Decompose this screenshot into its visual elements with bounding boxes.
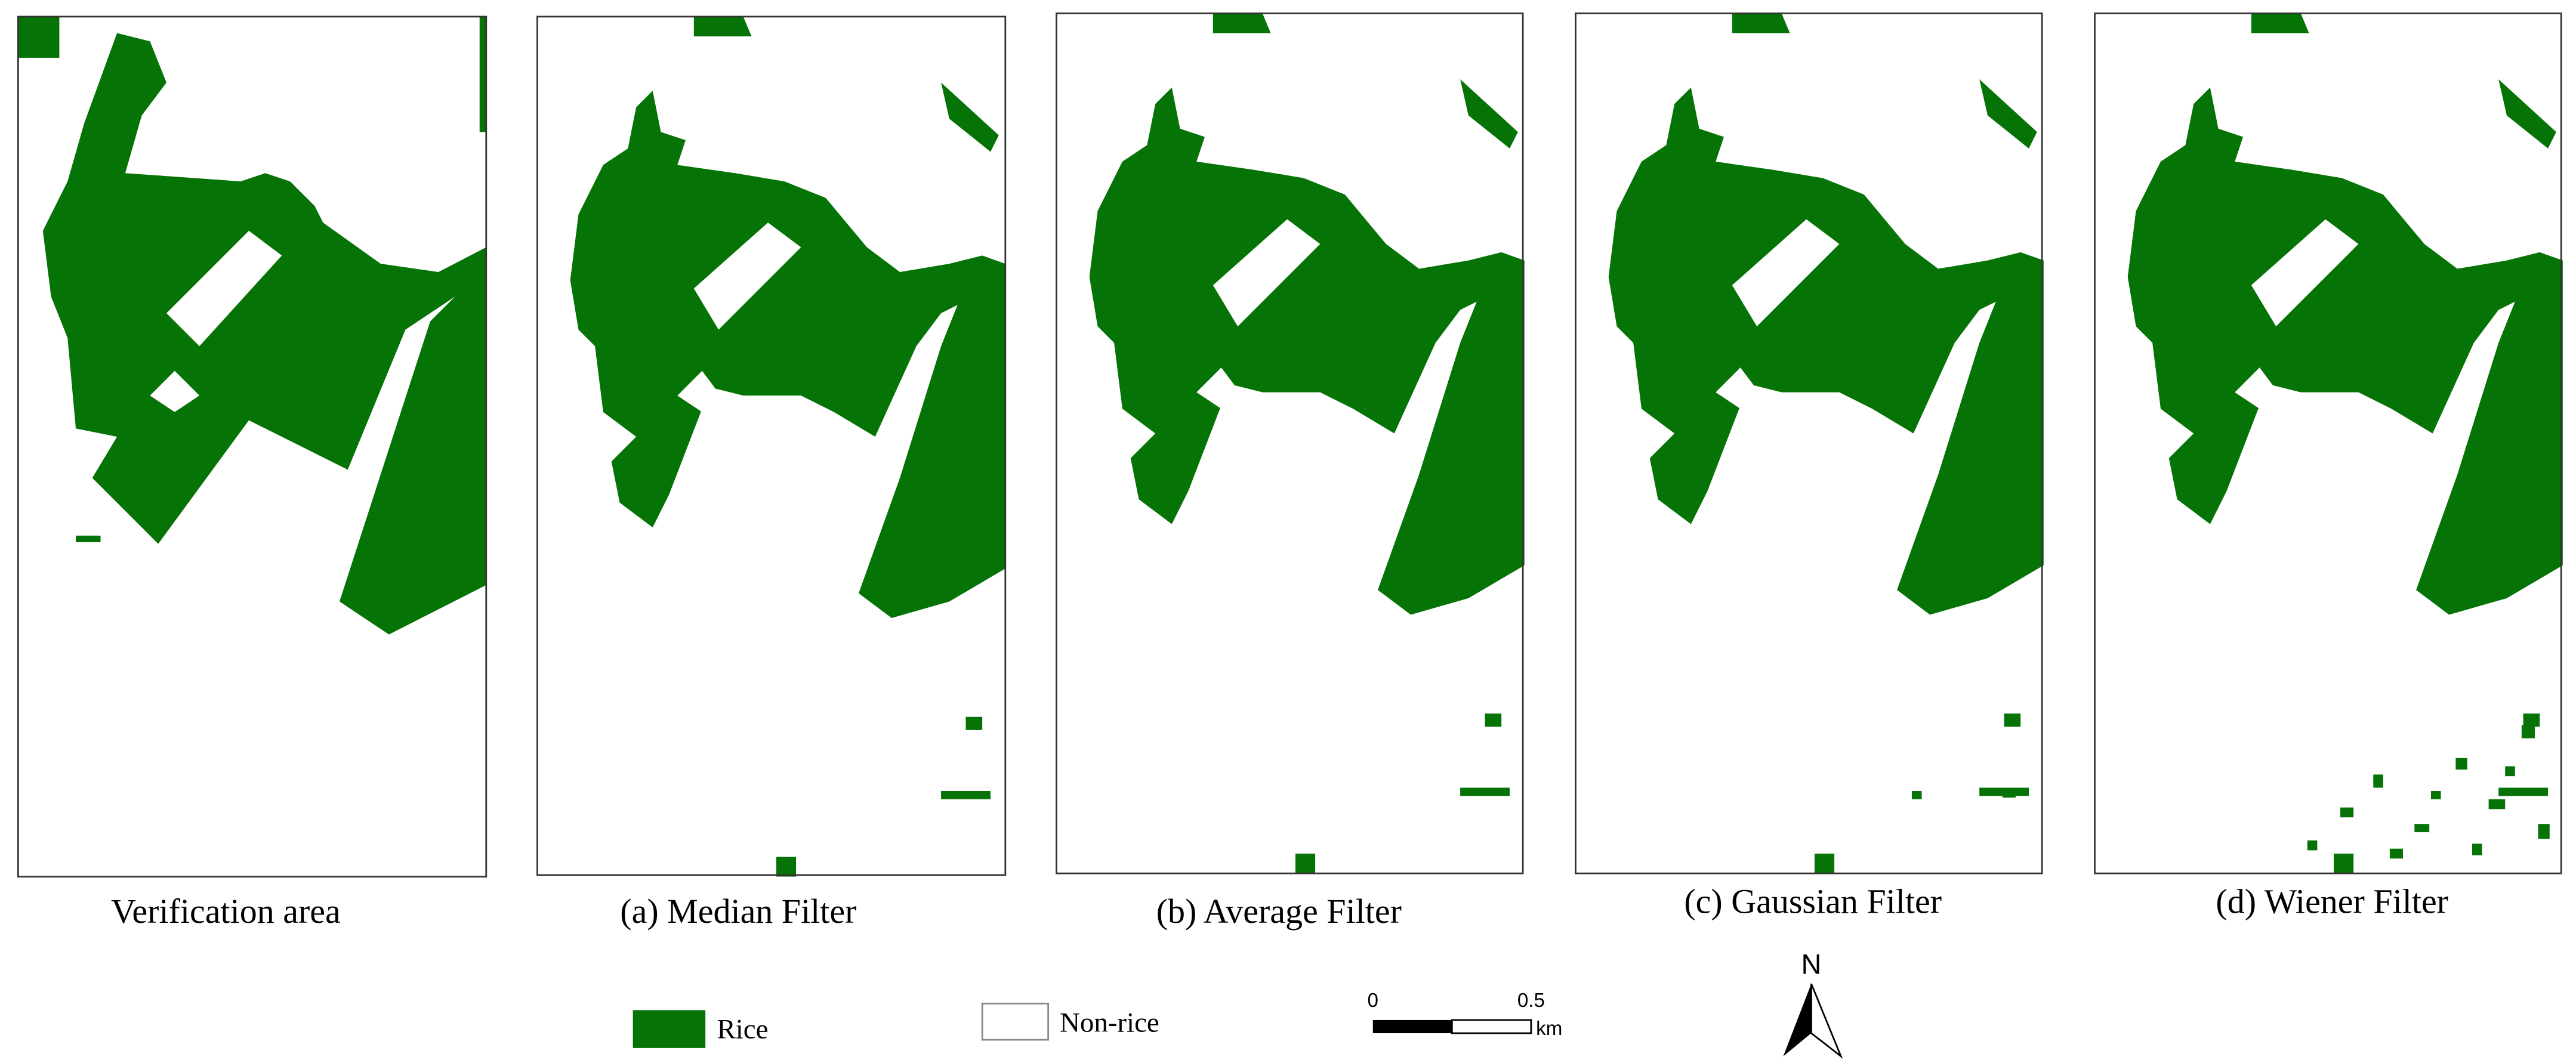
scale-label: 0.5 — [1517, 990, 1545, 1012]
panel-average: (b) Average Filter — [1056, 12, 1524, 931]
panel-verification: Verification area — [17, 16, 488, 931]
panel-caption: (c) Gaussian Filter — [1684, 882, 1942, 920]
panel-median: (a) Median Filter — [536, 16, 1007, 931]
panel-gaussian: (c) Gaussian Filter — [1575, 12, 2043, 920]
panel-caption: (b) Average Filter — [1156, 892, 1402, 931]
north-label: N — [1801, 948, 1821, 980]
panel-caption: Verification area — [111, 892, 341, 931]
legend-label: Rice — [717, 1013, 768, 1045]
legend-swatch — [633, 1010, 706, 1048]
scale-bar: 0 0.5 km — [1368, 990, 1563, 1040]
panel-wiener: (d) Wiener Filter — [2094, 12, 2562, 920]
panel-caption: (d) Wiener Filter — [2216, 882, 2448, 920]
panel-caption: (a) Median Filter — [620, 892, 856, 931]
north-arrow: N — [1783, 948, 1843, 1059]
scale-label: 0 — [1368, 990, 1378, 1012]
legend-swatch — [981, 1002, 1050, 1041]
legend-label: Non-rice — [1060, 1007, 1159, 1038]
scale-unit: km — [1536, 1018, 1562, 1040]
legend: Rice Non-rice — [633, 1002, 1159, 1048]
